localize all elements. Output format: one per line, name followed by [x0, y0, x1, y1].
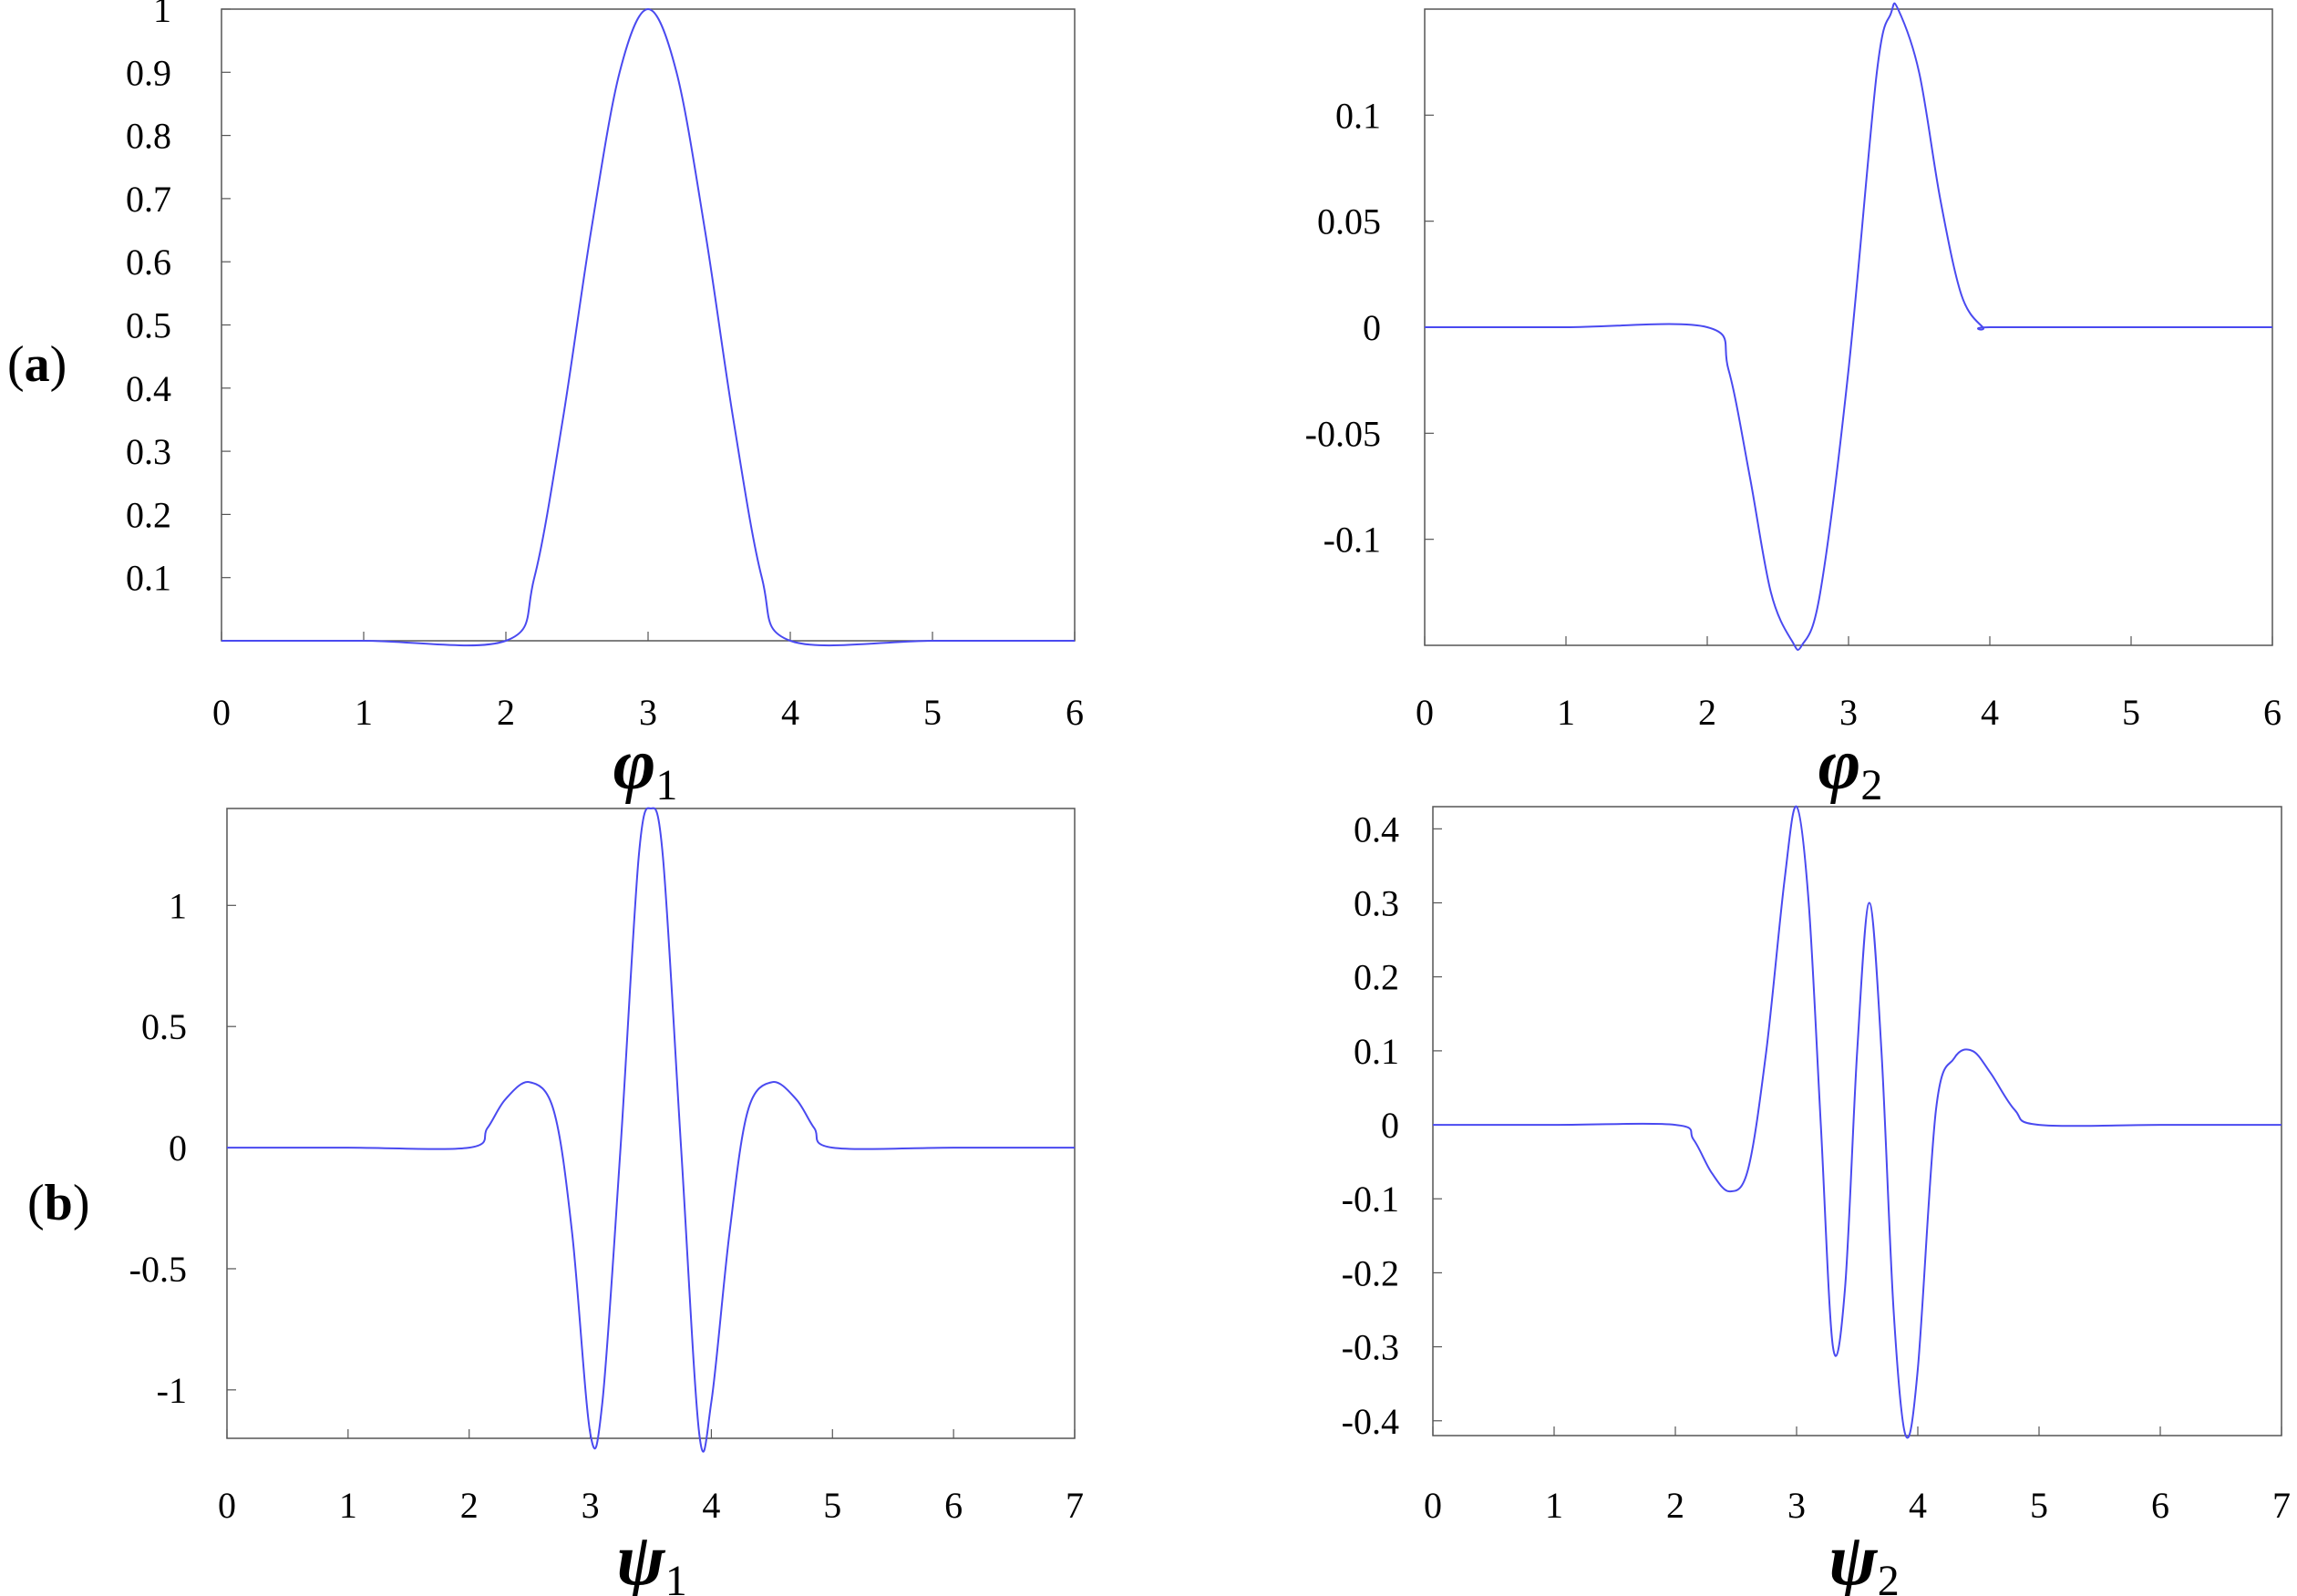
xtick-label-phi1: 5 — [923, 692, 942, 733]
xtick-label-psi2: 6 — [2151, 1485, 2169, 1526]
xtick-label-psi1: 5 — [823, 1485, 841, 1526]
xlabel-phi2: φ2 — [1818, 725, 1883, 809]
ytick-label-phi1: 1 — [153, 0, 171, 30]
panel-label-b-close: ) — [73, 1175, 90, 1231]
panel-label-a-letter: a — [25, 336, 50, 393]
xtick-label-psi1: 0 — [218, 1485, 236, 1526]
xlabel-psi2: ψ2 — [1828, 1520, 1899, 1596]
xtick-label-psi2: 3 — [1787, 1485, 1806, 1526]
xtick-label-psi2: 7 — [2272, 1485, 2291, 1526]
xtick-label-phi2: 3 — [1839, 692, 1858, 733]
ytick-label-phi1: 0.9 — [126, 52, 171, 93]
data-line-psi2 — [1433, 805, 2282, 1439]
axes-frame-psi1 — [226, 808, 1076, 1439]
xtick-label-psi2: 1 — [1545, 1485, 1563, 1526]
data-line-phi1 — [221, 7, 1075, 647]
subplot-phi1: 0 1 2 3 4 5 60.10.20.30.40.50.60.70.80.91 φ1 — [126, 0, 1084, 809]
xtick-label-phi1: 0 — [212, 692, 231, 733]
xtick-label-psi1: 7 — [1066, 1485, 1084, 1526]
xtick-label-phi1: 3 — [639, 692, 657, 733]
ytick-label-psi2: 0.1 — [1354, 1031, 1399, 1072]
xlabel-psi2-symbol: ψ — [1828, 1520, 1878, 1596]
ytick-label-phi1: 0.6 — [126, 242, 171, 283]
ytick-label-phi1: 0.5 — [126, 305, 171, 346]
xtick-label-psi1: 3 — [582, 1485, 600, 1526]
xlabel-phi1: φ1 — [613, 725, 678, 809]
ytick-label-phi2: 0.1 — [1335, 95, 1381, 136]
xtick-label-phi1: 1 — [355, 692, 373, 733]
ytick-label-psi2: -0.2 — [1342, 1252, 1399, 1293]
ytick-label-psi2: 0.2 — [1354, 957, 1399, 998]
ytick-label-psi1: 0.5 — [141, 1006, 187, 1047]
xlabel-psi1: ψ1 — [616, 1520, 686, 1596]
xtick-label-phi2: 2 — [1698, 692, 1716, 733]
ytick-label-phi1: 0.4 — [126, 368, 171, 409]
xtick-label-psi2: 0 — [1424, 1485, 1442, 1526]
ytick-label-psi1: 1 — [169, 885, 187, 926]
ytick-label-psi1: 0 — [169, 1127, 187, 1169]
ytick-label-phi1: 0.3 — [126, 431, 171, 472]
xtick-label-psi2: 2 — [1666, 1485, 1684, 1526]
ticks-phi2: 0 1 2 3 4 5 6 -0.1 -0.05 0 0.05 0.1 — [1305, 95, 2282, 733]
xlabel-phi1-symbol: φ — [613, 725, 656, 805]
data-line-phi2 — [1425, 2, 2272, 651]
ticks-psi1: 0 1 2 3 4 5 6 7 -1 -0.5 0 0.5 1 — [129, 885, 1084, 1526]
ytick-label-psi2: 0 — [1381, 1105, 1399, 1146]
xtick-label-psi2: 4 — [1909, 1485, 1927, 1526]
ytick-label-phi2: 0.05 — [1317, 201, 1381, 242]
ytick-label-phi2: 0 — [1363, 307, 1381, 348]
subplot-psi2: 0 1 2 3 4 5 6 7-0.4-0.3-0.2-0.100.10.20.30.4 ψ2 — [1342, 805, 2291, 1596]
xlabel-phi2-symbol: φ — [1818, 725, 1861, 805]
panel-label-a-close: ) — [50, 336, 67, 393]
ytick-label-phi1: 0.7 — [126, 179, 171, 220]
subplot-psi1: 0 1 2 3 4 5 6 7-1-0.500.51 ψ1 — [129, 807, 1084, 1596]
ytick-label-psi1: -0.5 — [129, 1249, 187, 1290]
ticks-psi2: 0 1 2 3 4 5 6 7 -0.4 -0.3 -0.2 -0.1 0 0.1 0.2 0.3 0.4 — [1342, 808, 2291, 1526]
panel-label-b-open: ( — [27, 1175, 45, 1231]
xtick-label-phi1: 6 — [1066, 692, 1084, 733]
ytick-label-phi1: 0.8 — [126, 116, 171, 157]
xlabel-psi1-subscript: 1 — [665, 1557, 687, 1596]
xtick-label-phi2: 5 — [2122, 692, 2140, 733]
ytick-label-phi2: -0.1 — [1324, 520, 1381, 561]
ticks-phi1: 0 1 2 3 4 5 6 0.1 0.2 0.3 0.4 0.5 0.6 0.7 0.8 0.9 1 — [126, 0, 1084, 733]
xlabel-phi2-subscript: 2 — [1860, 761, 1882, 809]
xtick-label-psi1: 2 — [460, 1485, 479, 1526]
ytick-label-psi2: -0.3 — [1342, 1327, 1399, 1368]
ytick-label-psi2: -0.1 — [1342, 1179, 1399, 1220]
xtick-label-phi2: 6 — [2263, 692, 2282, 733]
ytick-label-psi1: -1 — [157, 1370, 187, 1411]
panel-label-b: (b) — [27, 1175, 89, 1231]
panel-label-a: (a) — [7, 336, 67, 393]
panel-label-a-open: ( — [7, 336, 25, 393]
axes-frame-psi2 — [1432, 806, 2282, 1436]
xtick-label-phi1: 4 — [781, 692, 799, 733]
ytick-label-psi2: 0.4 — [1354, 808, 1399, 849]
data-line-psi1 — [226, 807, 1075, 1453]
ytick-label-psi2: 0.3 — [1354, 883, 1399, 924]
panel-label-b-letter: b — [45, 1175, 73, 1231]
xtick-label-psi1: 6 — [944, 1485, 963, 1526]
xtick-label-phi1: 2 — [497, 692, 515, 733]
xtick-label-phi2: 1 — [1557, 692, 1575, 733]
xtick-label-psi1: 4 — [702, 1485, 720, 1526]
xlabel-phi1-subscript: 1 — [655, 761, 677, 809]
ytick-label-phi2: -0.05 — [1305, 413, 1381, 454]
ytick-label-phi1: 0.1 — [126, 558, 171, 599]
ytick-label-phi1: 0.2 — [126, 494, 171, 535]
axes-frame-phi1 — [221, 8, 1076, 642]
ytick-label-psi2: -0.4 — [1342, 1401, 1399, 1442]
xtick-label-phi2: 4 — [1981, 692, 1999, 733]
xtick-label-psi1: 1 — [339, 1485, 357, 1526]
xtick-label-phi2: 0 — [1416, 692, 1434, 733]
xtick-label-psi2: 5 — [2030, 1485, 2048, 1526]
xlabel-psi2-subscript: 2 — [1878, 1557, 1900, 1596]
xlabel-psi1-symbol: ψ — [616, 1520, 665, 1596]
